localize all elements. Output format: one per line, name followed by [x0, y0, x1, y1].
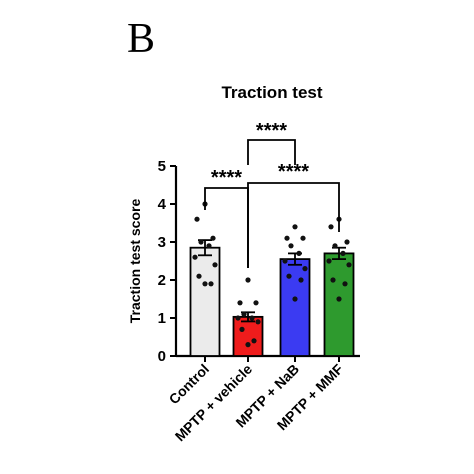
data-point [342, 281, 348, 287]
data-point [212, 262, 218, 268]
data-point [208, 281, 214, 287]
data-point [300, 235, 306, 241]
data-point [202, 281, 208, 287]
data-point [245, 277, 251, 283]
data-point [282, 258, 288, 264]
data-point [286, 273, 292, 279]
data-point [235, 315, 241, 321]
y-axis-label: Traction test score [127, 199, 143, 324]
data-point [192, 254, 198, 260]
significance-label: **** [211, 167, 242, 189]
data-point [332, 243, 338, 249]
significance-label: **** [256, 120, 287, 142]
bar [323, 252, 355, 357]
significance-bracket [247, 139, 296, 165]
data-point [284, 235, 290, 241]
significance-bracket [247, 182, 340, 268]
data-point [249, 315, 255, 321]
y-tick-label: 4 [158, 196, 167, 213]
data-point [330, 277, 336, 283]
data-point [288, 243, 294, 249]
data-point [292, 224, 298, 230]
bar [279, 258, 311, 357]
data-point [239, 326, 245, 332]
data-point [196, 273, 202, 279]
panel-letter: B [127, 16, 156, 62]
data-point [298, 277, 304, 283]
y-tick-label: 2 [158, 272, 166, 289]
y-tick-label: 5 [158, 158, 166, 175]
data-point [328, 224, 334, 230]
data-point [292, 296, 298, 302]
data-point [296, 250, 302, 256]
data-point [194, 216, 200, 222]
data-point [206, 243, 212, 249]
data-point [340, 250, 346, 256]
data-point [336, 296, 342, 302]
data-point [245, 342, 251, 348]
chart-title: Traction test [221, 83, 322, 102]
data-point [237, 300, 243, 306]
x-tick-label: MPTP + vehicle [172, 361, 256, 445]
data-point [346, 262, 352, 268]
significance-label: **** [278, 161, 309, 183]
data-point [302, 266, 308, 272]
y-tick-label: 0 [158, 348, 166, 365]
data-point [241, 311, 247, 317]
data-point [344, 239, 350, 245]
data-point [255, 319, 261, 325]
data-point [253, 300, 259, 306]
data-point [210, 235, 216, 241]
data-point [326, 258, 332, 264]
y-tick-label: 1 [158, 310, 166, 327]
data-point [251, 338, 257, 344]
y-tick-label: 3 [158, 234, 166, 251]
data-point [198, 239, 204, 245]
